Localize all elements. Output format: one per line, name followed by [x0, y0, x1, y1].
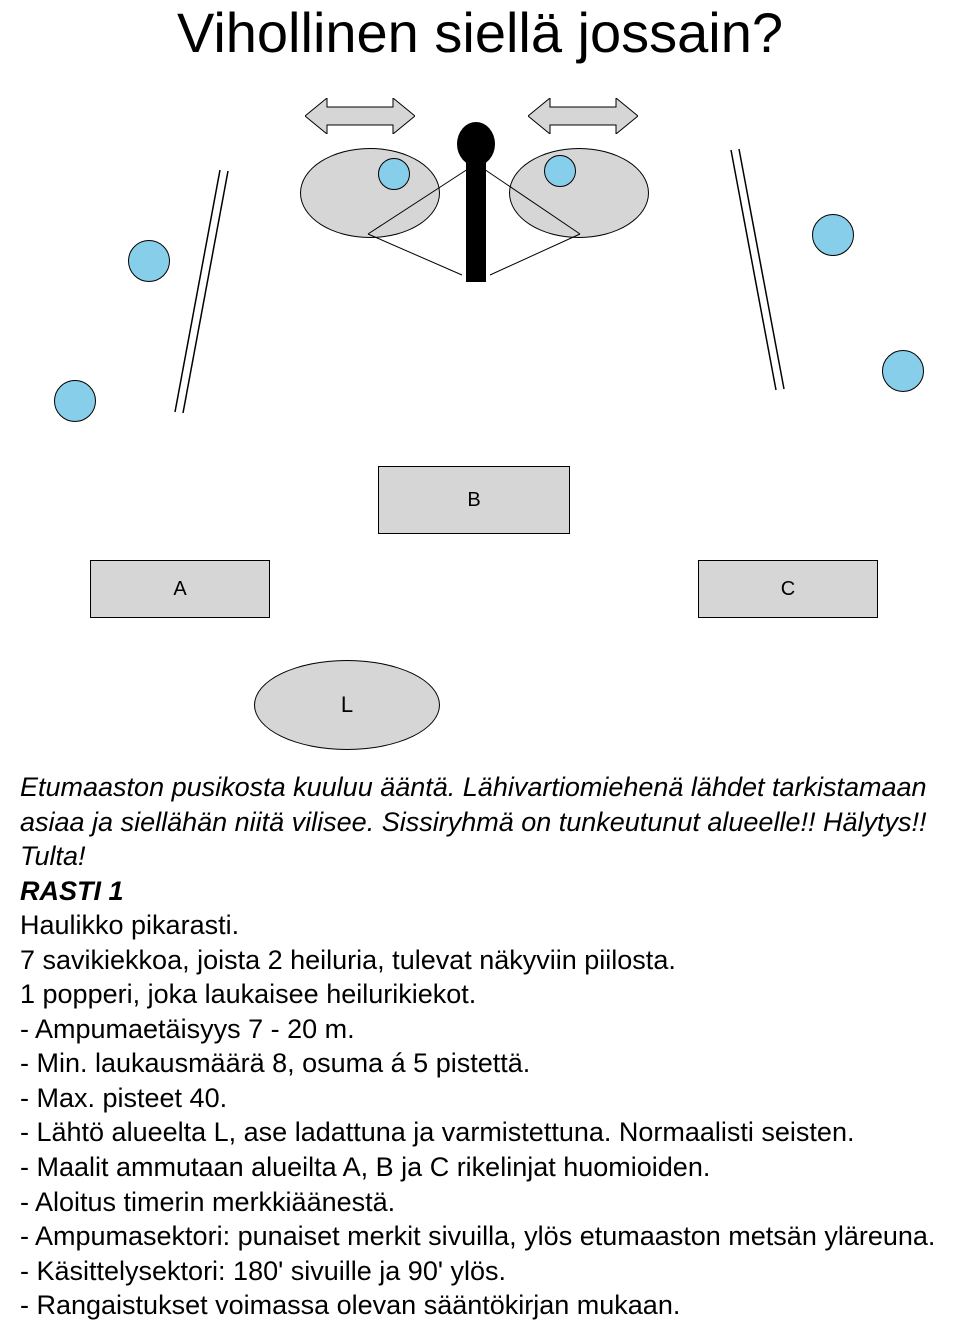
line-12: - Rangaistukset voimassa olevan sääntöki…	[20, 1288, 940, 1323]
box-c: C	[698, 560, 878, 618]
diagram: A B C L	[0, 70, 960, 750]
rasti-label: RASTI 1	[20, 876, 124, 906]
swing-target-right	[509, 148, 649, 238]
line-5: - Min. laukausmäärä 8, osuma á 5 pistett…	[20, 1046, 940, 1081]
line-4: - Ampumaetäisyys 7 - 20 m.	[20, 1012, 940, 1047]
clay-target-1	[128, 240, 170, 282]
line-1: Haulikko pikarasti.	[20, 908, 940, 943]
swing-target-left	[300, 148, 440, 238]
line-2: 7 savikiekkoa, joista 2 heiluria, tuleva…	[20, 943, 940, 978]
page-title: Vihollinen siellä jossain?	[0, 0, 960, 65]
body-text: Etumaaston pusikosta kuuluu ääntä. Lähiv…	[20, 770, 940, 1323]
line-6: - Max. pisteet 40.	[20, 1081, 940, 1116]
inner-circle-right	[544, 155, 576, 187]
intro-paragraph: Etumaaston pusikosta kuuluu ääntä. Lähiv…	[20, 770, 940, 874]
line-10: - Ampumasektori: punaiset merkit sivuill…	[20, 1219, 940, 1254]
box-a: A	[90, 560, 270, 618]
inner-circle-left	[378, 158, 410, 190]
arrow-left	[305, 98, 415, 134]
arrow-right	[528, 98, 638, 134]
clay-target-2	[54, 380, 96, 422]
clay-target-4	[882, 350, 924, 392]
line-11: - Käsittelysektori: 180' sivuille ja 90'…	[20, 1254, 940, 1289]
line-3: 1 popperi, joka laukaisee heilurikiekot.	[20, 977, 940, 1012]
popper-center	[455, 122, 497, 282]
start-ellipse-l: L	[254, 660, 440, 750]
line-8: - Maalit ammutaan alueilta A, B ja C rik…	[20, 1150, 940, 1185]
clay-target-3	[812, 214, 854, 256]
line-7: - Lähtö alueelta L, ase ladattuna ja var…	[20, 1115, 940, 1150]
line-9: - Aloitus timerin merkkiäänestä.	[20, 1185, 940, 1220]
box-b: B	[378, 466, 570, 534]
